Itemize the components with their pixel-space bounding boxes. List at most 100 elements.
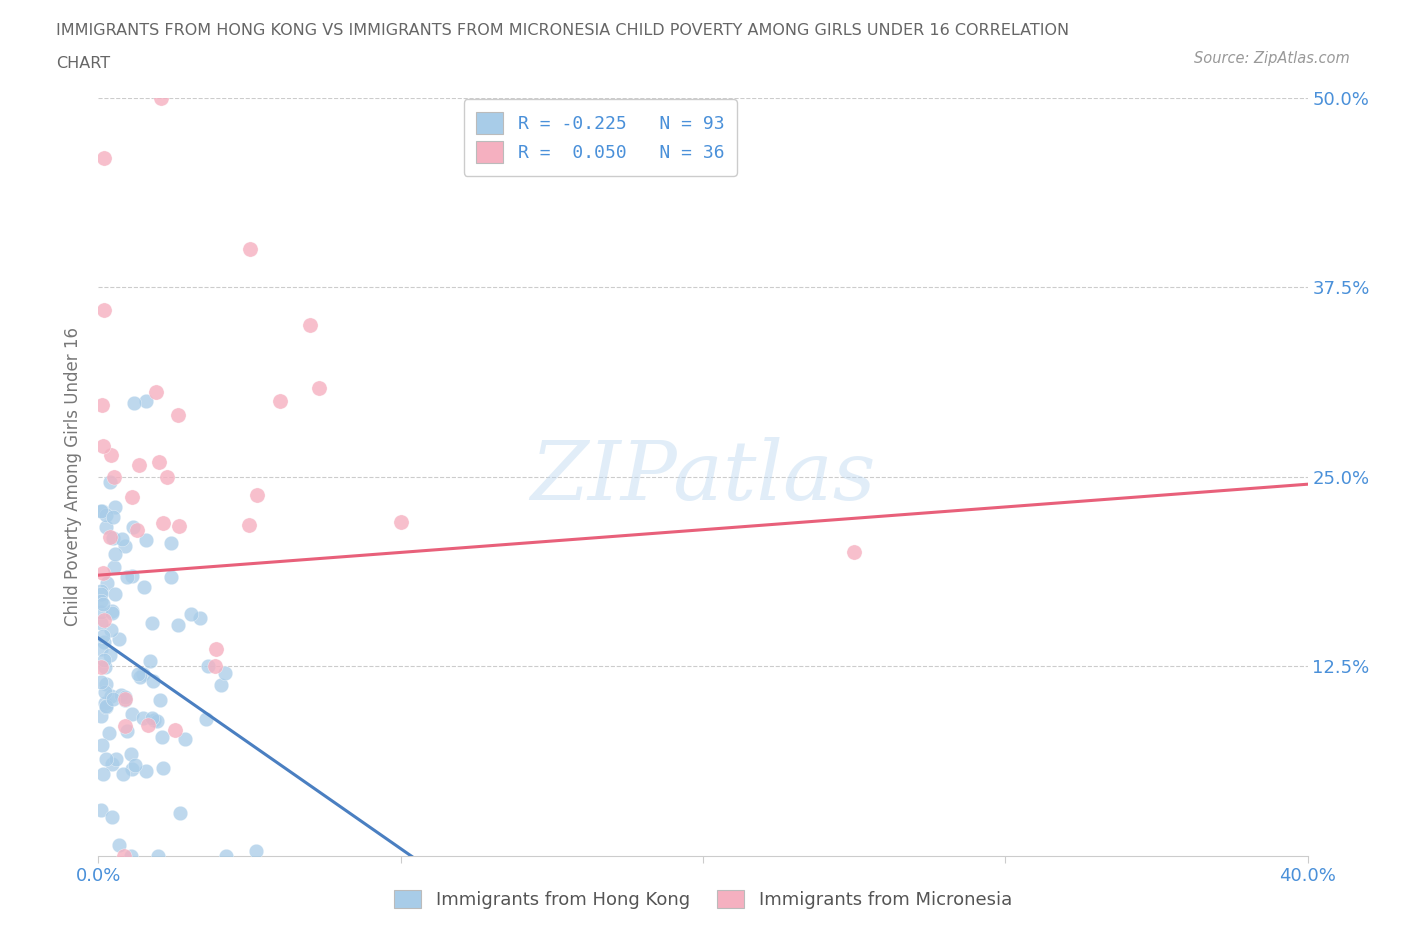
Point (114, 718, 136, 733)
Point (91, 565, 114, 580)
Point (148, 848, 170, 863)
Point (165, 723, 187, 737)
Point (114, 689, 136, 704)
Point (90, 659, 112, 674)
Point (121, 489, 143, 504)
Point (214, 848, 236, 863)
Point (149, 693, 172, 708)
Point (93, 302, 115, 317)
Point (90, 503, 112, 518)
Point (98, 647, 121, 662)
Point (100, 604, 122, 618)
Point (90, 737, 112, 752)
Point (91, 629, 114, 644)
Point (100, 623, 122, 638)
Point (195, 712, 218, 727)
Text: ZIPatlas: ZIPatlas (530, 436, 876, 517)
Point (205, 642, 228, 657)
Point (105, 751, 128, 766)
Point (139, 654, 162, 669)
Point (141, 616, 163, 631)
Point (110, 687, 132, 702)
Point (121, 747, 143, 762)
Point (152, 761, 174, 776)
Point (90, 587, 112, 602)
Point (167, 519, 190, 534)
Point (125, 523, 148, 538)
Point (121, 519, 143, 534)
Point (91, 398, 114, 413)
Point (238, 518, 260, 533)
Point (90, 674, 112, 689)
Point (90, 583, 112, 598)
Point (132, 711, 155, 725)
Point (112, 848, 135, 863)
Point (101, 605, 124, 620)
Point (100, 756, 122, 771)
Point (115, 570, 138, 585)
Text: IMMIGRANTS FROM HONG KONG VS IMMIGRANTS FROM MICRONESIA CHILD POVERTY AMONG GIRL: IMMIGRANTS FROM HONG KONG VS IMMIGRANTS … (56, 23, 1070, 38)
Point (135, 764, 157, 779)
Point (180, 606, 202, 621)
Point (90, 803, 112, 817)
Point (93, 634, 115, 649)
Point (246, 487, 269, 502)
Point (101, 530, 124, 545)
Point (152, 729, 174, 744)
Point (96, 519, 118, 534)
Point (132, 667, 155, 682)
Point (141, 711, 163, 725)
Point (94, 699, 117, 714)
Point (103, 547, 125, 562)
Point (167, 407, 190, 422)
Point (94, 676, 117, 691)
Point (103, 560, 125, 575)
Point (174, 732, 197, 747)
Point (114, 692, 136, 707)
Point (115, 724, 138, 738)
Point (94, 684, 117, 699)
Point (148, 455, 170, 470)
Point (141, 673, 163, 688)
Point (166, 618, 188, 632)
Point (103, 470, 125, 485)
Point (100, 689, 122, 704)
Point (91, 438, 114, 453)
Point (138, 718, 160, 733)
Point (160, 570, 183, 585)
Point (101, 809, 124, 824)
Point (169, 806, 191, 821)
Point (104, 499, 127, 514)
Point (93, 660, 115, 675)
Point (90, 709, 112, 724)
Point (124, 758, 146, 773)
Point (135, 393, 157, 408)
Point (128, 458, 150, 472)
Point (204, 658, 226, 673)
Point (90, 593, 112, 608)
Point (127, 667, 149, 682)
Text: Source: ZipAtlas.com: Source: ZipAtlas.com (1194, 51, 1350, 66)
Point (112, 766, 135, 781)
Point (129, 670, 152, 684)
Point (844, 545, 866, 560)
Point (132, 579, 155, 594)
Point (110, 531, 132, 546)
Point (121, 568, 143, 583)
Legend: R = -0.225   N = 93, R =  0.050   N = 36: R = -0.225 N = 93, R = 0.050 N = 36 (464, 100, 737, 176)
Legend: Immigrants from Hong Kong, Immigrants from Micronesia: Immigrants from Hong Kong, Immigrants fr… (387, 883, 1019, 916)
Point (96, 751, 118, 766)
Point (143, 712, 166, 727)
Point (90, 604, 112, 619)
Point (91, 767, 114, 782)
Point (91, 597, 114, 612)
Point (197, 659, 219, 674)
Point (214, 666, 236, 681)
Point (269, 393, 291, 408)
Point (156, 470, 179, 485)
Point (93, 151, 115, 166)
Point (101, 691, 124, 706)
Point (149, 90, 172, 105)
Point (114, 693, 136, 708)
Point (188, 610, 211, 625)
